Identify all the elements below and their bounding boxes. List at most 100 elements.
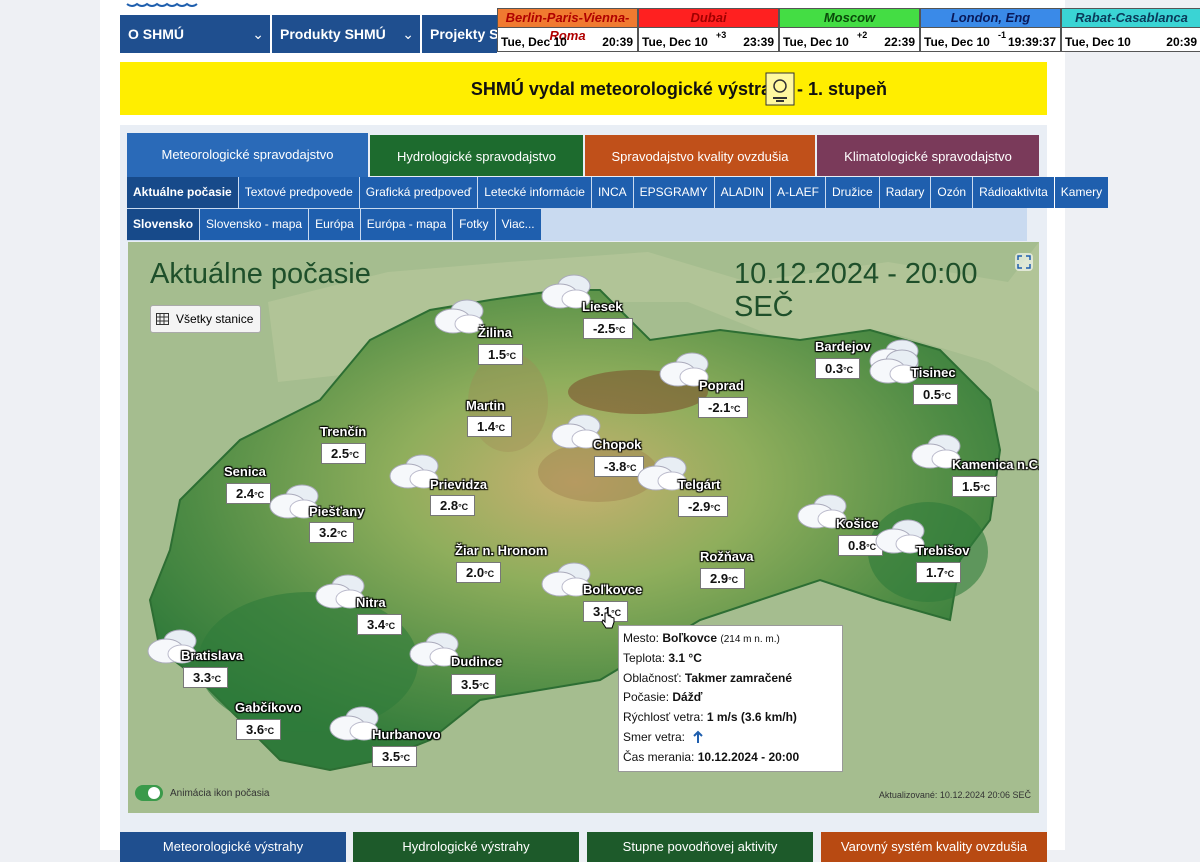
station-name[interactable]: Tisinec xyxy=(911,365,956,380)
station-temp[interactable]: 3.5°C xyxy=(372,746,418,767)
station-temp[interactable]: -2.9°C xyxy=(678,496,728,517)
temp-value: 0.8 xyxy=(848,538,867,553)
station-temp[interactable]: 2.5°C xyxy=(321,443,367,464)
all-stations-button[interactable]: Všetky stanice xyxy=(150,305,262,333)
station-name[interactable]: Poprad xyxy=(699,378,744,393)
station-temp[interactable]: 2.0°C xyxy=(456,562,502,583)
clock-city: Dubai xyxy=(639,9,778,28)
sub-tab[interactable]: Kamery xyxy=(1054,177,1109,208)
sub-tab[interactable]: Ozón xyxy=(931,177,973,208)
station-name[interactable]: Trebišov xyxy=(916,543,970,558)
station-temp[interactable]: 2.9°C xyxy=(700,568,746,589)
animation-toggle[interactable] xyxy=(135,785,163,801)
tooltip-label: Čas merania: xyxy=(623,749,695,764)
station-name[interactable]: Chopok xyxy=(593,437,642,452)
station-name[interactable]: Telgárt xyxy=(678,477,721,492)
region-tab[interactable]: Viac... xyxy=(495,209,541,240)
bottom-button[interactable]: Hydrologické výstrahy xyxy=(353,832,579,862)
station-name[interactable]: Nitra xyxy=(356,595,386,610)
nav-item[interactable]: O SHMÚ ⌄ xyxy=(120,15,270,53)
sub-tab[interactable]: Textové predpovede xyxy=(238,177,359,208)
tooltip-row: Teplota: 3.1 °C xyxy=(623,651,838,671)
station-name[interactable]: Košice xyxy=(836,516,879,531)
clock-time: 23:39 xyxy=(743,35,774,49)
cloud-icon xyxy=(389,454,439,489)
main-tab[interactable]: Klimatologické spravodajstvo xyxy=(817,135,1039,176)
station-name[interactable]: Hurbanovo xyxy=(372,727,441,742)
station-temp[interactable]: 1.5°C xyxy=(478,344,524,365)
main-tab[interactable]: Spravodajstvo kvality ovzdušia xyxy=(585,135,815,176)
bottom-button[interactable]: Meteorologické výstrahy xyxy=(120,832,346,862)
station-temp[interactable]: 3.4°C xyxy=(357,614,403,635)
sub-tab[interactable]: Rádioaktivita xyxy=(973,177,1054,208)
main-tab[interactable]: Hydrologické spravodajstvo xyxy=(370,135,583,176)
station-temp[interactable]: 1.4°C xyxy=(467,416,513,437)
nav-label: Produkty SHMÚ xyxy=(280,26,386,42)
clock-offset: +3 xyxy=(716,30,727,40)
station-name[interactable]: Kamenica n.C. xyxy=(952,457,1039,472)
station-name[interactable]: Boľkovce xyxy=(583,582,643,597)
station-name[interactable]: Rožňava xyxy=(700,549,754,564)
sub-tab[interactable]: ALADIN xyxy=(714,177,770,208)
sub-tab[interactable]: INCA xyxy=(591,177,633,208)
station-tooltip: Mesto: Boľkovce (214 m n. m.) Teplota: 3.… xyxy=(618,625,843,772)
temp-value: 3.5 xyxy=(382,749,401,764)
station-name[interactable]: Žiar n. Hronom xyxy=(455,543,548,558)
station-temp[interactable]: -3.8°C xyxy=(594,456,644,477)
temp-value: 1.5 xyxy=(488,347,507,362)
temp-value: 1.7 xyxy=(926,565,945,580)
station-name[interactable]: Liesek xyxy=(582,299,623,314)
nav-item[interactable]: Projekty SH xyxy=(422,15,497,53)
region-tab[interactable]: Fotky xyxy=(453,209,495,240)
station-temp[interactable]: 3.2°C xyxy=(309,522,355,543)
station-temp[interactable]: 2.4°C xyxy=(226,483,272,504)
bottom-button[interactable]: Varovný systém kvality ovzdušia xyxy=(821,832,1047,862)
station-name[interactable]: Žilina xyxy=(478,325,512,340)
temp-value: 2.9 xyxy=(710,571,729,586)
sub-tab[interactable]: EPSGRAMY xyxy=(633,177,714,208)
station-temp[interactable]: 2.8°C xyxy=(430,495,476,516)
station-temp[interactable]: 0.5°C xyxy=(913,384,959,405)
station-name[interactable]: Bratislava xyxy=(181,648,244,663)
cloud-icon xyxy=(147,629,197,664)
cloud-icon xyxy=(869,349,919,384)
station-temp[interactable]: 3.3°C xyxy=(183,667,229,688)
sub-tab[interactable]: Letecké informácie xyxy=(478,177,591,208)
warning-banner[interactable]: SHMÚ vydal meteorologické výstrahy - 1. … xyxy=(120,62,1047,115)
station-name[interactable]: Piešťany xyxy=(309,504,365,519)
region-tab[interactable]: Slovensko xyxy=(127,209,200,240)
clock: Rabat-Casablanca Tue, Dec 10 20:39 xyxy=(1061,8,1200,52)
sub-tab[interactable]: Grafická predpoveď xyxy=(359,177,478,208)
station-name[interactable]: Trenčín xyxy=(320,424,367,439)
main-tab[interactable]: Meteorologické spravodajstvo xyxy=(127,133,368,177)
station-temp[interactable]: 3.6°C xyxy=(236,719,282,740)
station-temp[interactable]: 0.3°C xyxy=(815,358,861,379)
station-temp[interactable]: 1.7°C xyxy=(916,562,962,583)
nav-item[interactable]: Produkty SHMÚ ⌄ xyxy=(272,15,420,53)
sub-tab[interactable]: A-LAEF xyxy=(770,177,825,208)
station-name[interactable]: Martin xyxy=(466,398,505,413)
station-temp[interactable]: 0.8°C xyxy=(838,535,884,556)
station-temp[interactable]: -2.1°C xyxy=(698,397,748,418)
bottom-button[interactable]: Stupne povodňovej aktivity xyxy=(587,832,813,862)
sub-tab[interactable]: Radary xyxy=(879,177,931,208)
fullscreen-button[interactable] xyxy=(1014,252,1034,272)
station-temp[interactable]: 3.5°C xyxy=(451,674,497,695)
temp-unit: °C xyxy=(211,674,222,684)
region-tab[interactable]: Európa - mapa xyxy=(360,209,453,240)
sub-tab[interactable]: Aktuálne počasie xyxy=(127,177,238,208)
weather-map: Aktuálne počasie 10.12.2024 - 20:00 SEČ … xyxy=(128,242,1039,813)
station-name[interactable]: Senica xyxy=(224,464,266,479)
station-temp[interactable]: -2.5°C xyxy=(583,318,633,339)
clock-time: 20:39 xyxy=(1166,35,1197,49)
temp-value: 2.0 xyxy=(466,565,485,580)
region-tab[interactable]: Európa xyxy=(309,209,360,240)
region-tab[interactable]: Slovensko - mapa xyxy=(200,209,309,240)
station-name[interactable]: Gabčíkovo xyxy=(235,700,302,715)
station-name[interactable]: Bardejov xyxy=(815,339,871,354)
tooltip-label: Mesto: xyxy=(623,631,660,645)
station-name[interactable]: Prievidza xyxy=(430,477,488,492)
station-temp[interactable]: 1.5°C xyxy=(952,476,998,497)
station-name[interactable]: Dudince xyxy=(451,654,503,669)
sub-tab[interactable]: Družice xyxy=(826,177,879,208)
